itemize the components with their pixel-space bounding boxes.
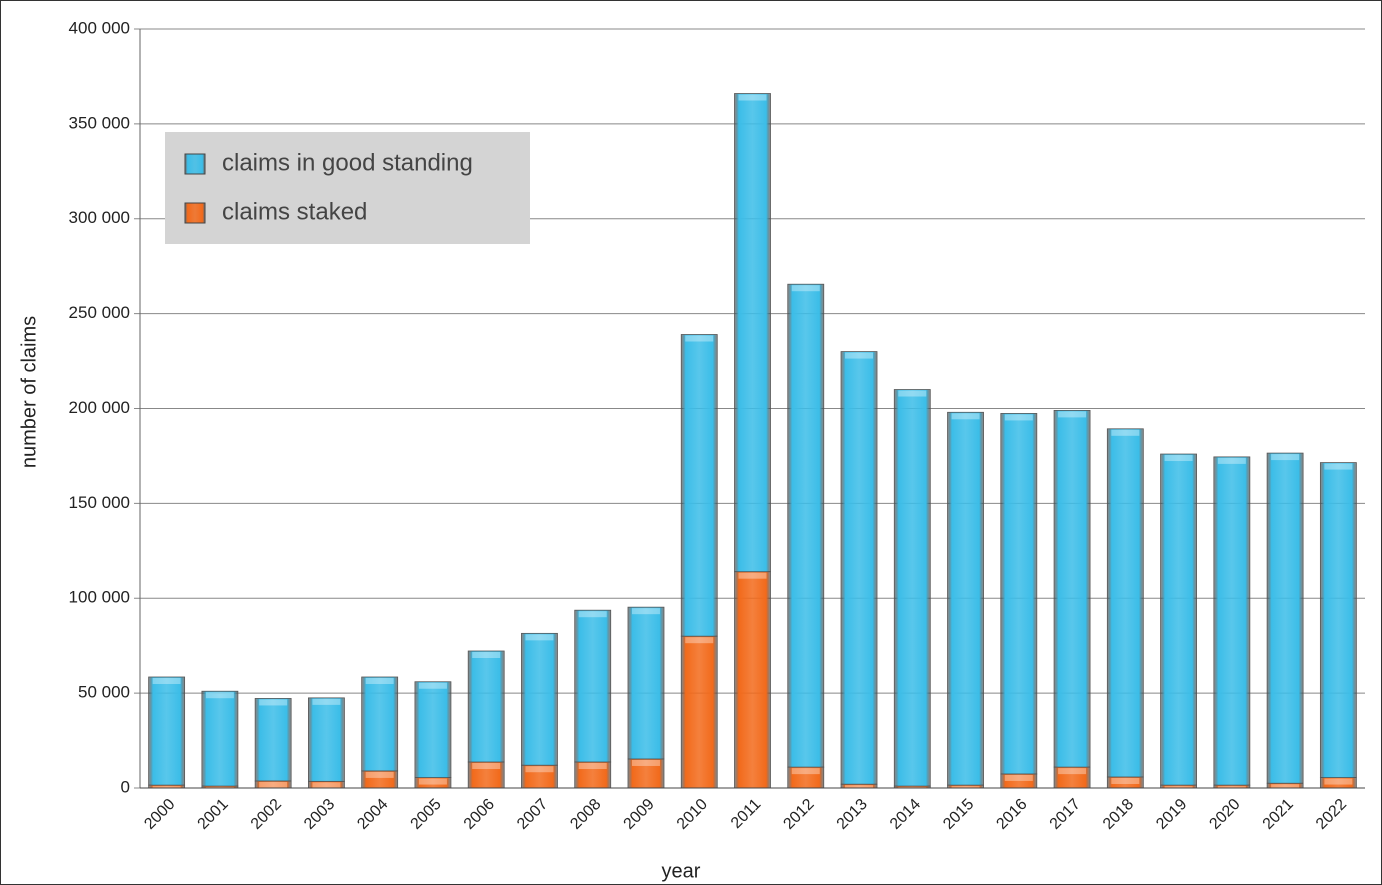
bar-segment [521, 632, 558, 766]
bar-segment [201, 690, 239, 787]
bar-segment [254, 698, 292, 782]
bar-segment [1266, 452, 1304, 784]
bar-segment [467, 650, 505, 763]
bar-segment [734, 571, 771, 789]
y-tick-label: 300 000 [69, 208, 130, 227]
y-tick-label: 400 000 [69, 18, 130, 37]
bar-highlight [791, 768, 820, 775]
bar-segment [1106, 428, 1144, 778]
bar-highlight [631, 759, 660, 766]
bar-segment [627, 758, 665, 789]
bar-segment [414, 681, 452, 778]
bar-highlight [1058, 768, 1087, 775]
bar-segment [734, 93, 771, 573]
legend-label: claims staked [222, 198, 367, 225]
bar-segment [947, 411, 984, 786]
bar-highlight [259, 781, 288, 788]
bar-highlight [578, 611, 607, 618]
bar-highlight [738, 94, 767, 101]
y-tick-label: 250 000 [69, 303, 130, 322]
y-tick-label: 200 000 [69, 398, 130, 417]
bar-highlight [472, 763, 501, 770]
bar-highlight [1111, 429, 1140, 436]
bar-segment [840, 351, 878, 785]
bar-segment [627, 606, 665, 760]
y-axis-label: number of claims [18, 316, 40, 468]
bar-highlight [365, 771, 394, 778]
bar-highlight [951, 413, 980, 420]
bar-segment [308, 697, 345, 782]
bar-segment [467, 761, 505, 789]
bar-segment [787, 283, 825, 768]
bar-segment [148, 676, 186, 786]
bar-segment [574, 609, 612, 763]
bar-highlight [1271, 784, 1300, 789]
bar-highlight [1324, 463, 1353, 470]
bar-highlight [738, 572, 767, 579]
bar-highlight [845, 785, 874, 789]
x-axis-label: year [662, 860, 701, 882]
bar-highlight [898, 390, 927, 397]
bar-segment [361, 676, 399, 772]
bar-highlight [1164, 455, 1193, 462]
bar-highlight [1004, 414, 1033, 421]
bar-highlight [312, 782, 341, 789]
bar-highlight [845, 352, 874, 359]
bar-highlight [418, 682, 447, 689]
y-tick-label: 100 000 [69, 588, 130, 607]
legend-swatch [184, 202, 206, 224]
bar-segment [1160, 453, 1197, 786]
legend-label: claims in good standing [222, 149, 473, 176]
bar-segment [680, 334, 718, 637]
bar-highlight [365, 677, 394, 684]
y-tick-label: 150 000 [69, 493, 130, 512]
bar-highlight [152, 677, 181, 684]
y-tick-label: 0 [121, 777, 130, 796]
bar-segment [893, 389, 931, 787]
bar-highlight [525, 634, 554, 641]
bar-highlight [205, 692, 234, 699]
y-tick-label: 350 000 [69, 113, 130, 132]
y-tick-label: 50 000 [78, 683, 130, 702]
legend-box [165, 132, 530, 244]
bar-highlight [312, 698, 341, 705]
bar-highlight [1111, 777, 1140, 784]
bar-highlight [472, 652, 501, 659]
bar-highlight [578, 763, 607, 770]
bar-highlight [631, 608, 660, 615]
bar-highlight [791, 285, 820, 292]
legend-swatch [184, 153, 206, 175]
bar-segment [1000, 413, 1038, 775]
bar-segment [1319, 462, 1357, 778]
legend: claims in good standing claims staked [165, 132, 530, 244]
bar-highlight [259, 699, 288, 706]
bar-segment [1213, 456, 1251, 786]
bar-highlight [1004, 774, 1033, 781]
bar-segment [680, 635, 718, 789]
bar-highlight [1324, 778, 1353, 785]
bar-segment [1053, 409, 1091, 768]
bar-highlight [525, 766, 554, 773]
bar-highlight [1058, 411, 1087, 418]
bar-highlight [685, 335, 714, 342]
bar-highlight [1217, 457, 1246, 464]
bar-highlight [418, 778, 447, 785]
bar-highlight [685, 637, 714, 644]
bar-highlight [1271, 454, 1300, 461]
